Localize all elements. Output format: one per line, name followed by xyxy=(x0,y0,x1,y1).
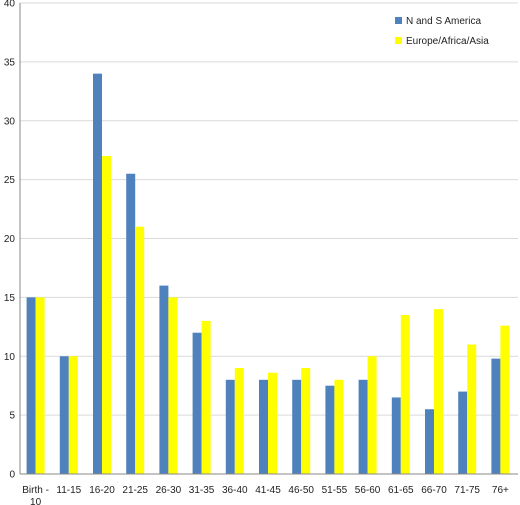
bar-america-3 xyxy=(126,173,136,475)
bar-europe-africa-asia-8 xyxy=(301,368,311,474)
bar-america-9 xyxy=(325,385,335,474)
x-tick-label: 71-75 xyxy=(454,485,480,496)
bar-america-4 xyxy=(159,285,169,474)
legend-label-america: N and S America xyxy=(406,16,481,27)
bar-europe-africa-asia-5 xyxy=(201,320,211,474)
x-tick-label: 51-55 xyxy=(322,485,348,496)
axes xyxy=(19,3,518,475)
y-tick-label: 15 xyxy=(4,293,16,304)
bar-europe-africa-asia-11 xyxy=(400,315,410,474)
x-tick-label: 61-65 xyxy=(388,485,414,496)
bar-europe-africa-asia-10 xyxy=(367,356,377,474)
x-tick-label: 11-15 xyxy=(56,485,81,496)
y-tick-label: 35 xyxy=(4,57,16,68)
bar-america-2 xyxy=(93,73,102,475)
legend-swatch-europe-africa-asia xyxy=(395,37,402,44)
y-tick-label: 0 xyxy=(9,470,15,481)
x-tick-label: 66-70 xyxy=(421,485,447,496)
bar-america-6 xyxy=(225,379,235,474)
bar-europe-africa-asia-2 xyxy=(102,156,111,474)
legend: N and S America Europe/Africa/Asia xyxy=(395,16,489,47)
bar-america-8 xyxy=(292,379,302,474)
y-tick-label: 25 xyxy=(4,175,16,186)
y-tick-label: 20 xyxy=(4,234,16,245)
x-tick-label: 16-20 xyxy=(89,485,115,496)
x-tick-label: 41-45 xyxy=(255,485,281,496)
bar-europe-africa-asia-6 xyxy=(234,368,244,474)
y-tick-labels: 0 5 10 15 20 25 30 35 40 xyxy=(4,0,16,481)
bar-europe-africa-asia-14 xyxy=(500,325,510,474)
bar-america-10 xyxy=(358,379,368,474)
bar-europe-africa-asia-7 xyxy=(268,372,277,474)
bar-america-13 xyxy=(458,391,468,474)
x-tick-label: 26-30 xyxy=(156,485,182,496)
x-tick-labels: Birth -10 11-15 16-20 21-25 26-30 31-35 36-40 4… xyxy=(22,485,509,505)
x-tick-label: 36-40 xyxy=(222,485,248,496)
bar-europe-africa-asia-3 xyxy=(135,226,145,474)
legend-label-europe-africa-asia: Europe/Africa/Asia xyxy=(406,36,489,47)
x-tick-label: 76+ xyxy=(492,485,509,496)
bar-europe-africa-asia-12 xyxy=(434,309,443,474)
bar-europe-africa-asia-0 xyxy=(35,297,45,474)
y-tick-label: 5 xyxy=(9,411,15,422)
legend-swatch-america xyxy=(395,17,402,24)
bar-america-0 xyxy=(26,297,36,474)
bar-europe-africa-asia-9 xyxy=(334,379,344,474)
x-tick-label: 46-50 xyxy=(288,485,314,496)
bar-america-1 xyxy=(59,356,69,474)
bar-america-11 xyxy=(391,397,401,474)
y-tick-label: 10 xyxy=(4,352,16,363)
bar-america-5 xyxy=(192,332,202,474)
y-tick-label: 30 xyxy=(4,116,16,127)
bar-america-12 xyxy=(425,409,434,474)
bar-europe-africa-asia-13 xyxy=(467,344,477,474)
bar-america-7 xyxy=(259,379,268,474)
x-tick-label: 31-35 xyxy=(189,485,215,496)
x-tick-label: Birth -10 xyxy=(22,485,49,505)
bars xyxy=(26,73,510,475)
x-tick-label: 56-60 xyxy=(355,485,381,496)
bar-america-14 xyxy=(491,358,501,474)
bar-europe-africa-asia-4 xyxy=(168,297,178,474)
bar-europe-africa-asia-1 xyxy=(68,356,78,474)
x-tick-label: 21-25 xyxy=(122,485,148,496)
y-tick-label: 40 xyxy=(4,0,16,10)
